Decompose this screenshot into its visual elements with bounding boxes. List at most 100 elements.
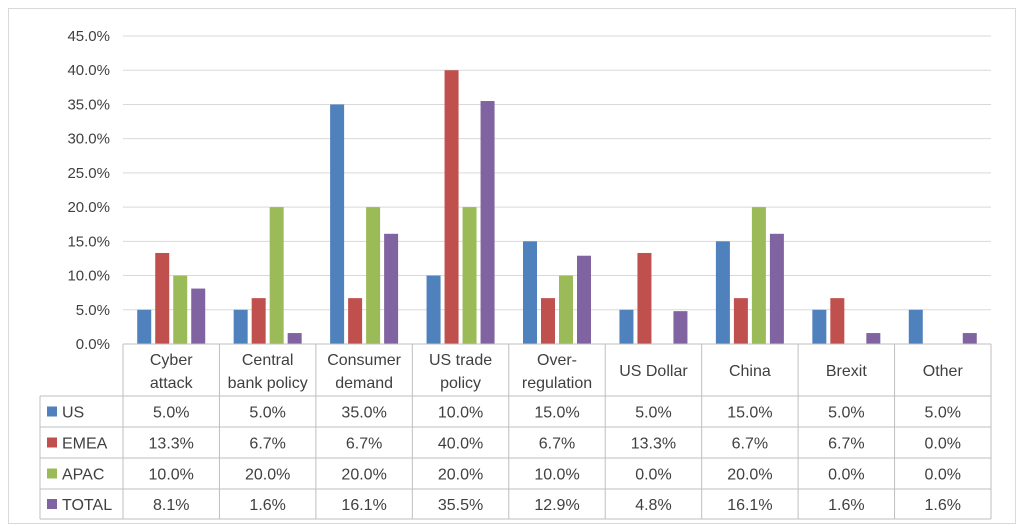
- bar-total: [287, 333, 302, 344]
- data-table-value: 0.0%: [635, 467, 671, 484]
- chart-frame: 0.0% 5.0% 10.0% 15.0% 20.0% 25.0% 30.0% 35.0% 40…: [8, 8, 1016, 524]
- data-table-value: 10.0%: [534, 467, 579, 484]
- data-table-value: 12.9%: [534, 497, 579, 514]
- data-table-value: 5.0%: [925, 405, 961, 422]
- category-label: Consumer: [327, 352, 401, 369]
- bar-total: [769, 233, 784, 344]
- category-label: attack: [150, 375, 194, 392]
- bar-apac: [462, 207, 477, 344]
- y-tick-label: 15.0%: [67, 233, 110, 250]
- bar-apac: [366, 207, 381, 344]
- data-table-value: 5.0%: [153, 405, 189, 422]
- legend-label: EMEA: [62, 436, 108, 453]
- data-table-value: 1.6%: [925, 497, 961, 514]
- bar-total: [384, 233, 399, 344]
- bar-us: [137, 309, 152, 344]
- legend-label: APAC: [62, 467, 104, 484]
- category-label: Over-: [537, 352, 577, 369]
- legend-key-emea: [47, 437, 57, 448]
- bar-emea: [637, 252, 652, 344]
- bar-us: [523, 241, 537, 344]
- y-tick-label: 35.0%: [67, 96, 110, 113]
- category-label: US trade: [429, 352, 492, 369]
- bar-us: [330, 104, 345, 344]
- bar-us: [619, 309, 634, 344]
- bar-emea: [444, 70, 459, 344]
- bar-total: [577, 255, 591, 344]
- y-tick-label: 30.0%: [67, 131, 110, 148]
- data-table-value: 8.1%: [153, 497, 189, 514]
- bar-emea: [733, 298, 748, 344]
- data-table-value: 5.0%: [635, 405, 671, 422]
- bar-emea: [348, 298, 363, 344]
- bar-emea: [155, 252, 170, 344]
- y-tick-label: 5.0%: [76, 302, 110, 319]
- data-table-value: 15.0%: [727, 405, 772, 422]
- data-table-value: 6.7%: [249, 436, 285, 453]
- data-table-value: 0.0%: [828, 467, 864, 484]
- legend-label: TOTAL: [62, 497, 112, 514]
- bar-total: [191, 288, 206, 344]
- bar-apac: [559, 275, 573, 344]
- category-label: Central: [242, 352, 294, 369]
- data-table-value: 6.7%: [732, 436, 768, 453]
- data-table-value: 15.0%: [534, 405, 579, 422]
- y-tick-label: 20.0%: [67, 199, 110, 216]
- y-tick-label: 40.0%: [67, 62, 110, 79]
- data-table-value: 40.0%: [438, 436, 483, 453]
- legend-key-us: [47, 406, 57, 417]
- category-label: US Dollar: [619, 363, 688, 380]
- data-table-value: 35.5%: [438, 497, 483, 514]
- bar-total: [673, 311, 688, 344]
- bar-total: [962, 333, 977, 344]
- data-table-value: 6.7%: [346, 436, 382, 453]
- data-table-value: 20.0%: [438, 467, 483, 484]
- bar-apac: [173, 275, 188, 344]
- data-table-value: 5.0%: [828, 405, 864, 422]
- data-table-value: 0.0%: [925, 436, 961, 453]
- bar-us: [812, 309, 827, 344]
- category-label: Cyber: [150, 352, 193, 369]
- data-table-value: 20.0%: [727, 467, 772, 484]
- data-table-value: 6.7%: [828, 436, 864, 453]
- legend-label: US: [62, 405, 84, 422]
- bar-total: [480, 101, 495, 345]
- data-table-value: 1.6%: [828, 497, 864, 514]
- data-table-value: 13.3%: [631, 436, 676, 453]
- category-label: policy: [440, 375, 481, 392]
- category-label: demand: [335, 375, 393, 392]
- bar-emea: [251, 298, 266, 344]
- y-tick-label: 45.0%: [67, 28, 110, 45]
- data-table-value: 5.0%: [249, 405, 285, 422]
- legend-key-apac: [47, 468, 57, 479]
- category-label: Other: [923, 363, 964, 380]
- data-table-value: 16.1%: [727, 497, 772, 514]
- bar-chart-with-data-table: 0.0% 5.0% 10.0% 15.0% 20.0% 25.0% 30.0% 35.0% 40…: [39, 28, 992, 520]
- data-table-value: 1.6%: [249, 497, 285, 514]
- category-label: regulation: [522, 375, 592, 392]
- category-label: China: [729, 363, 771, 380]
- y-tick-label: 10.0%: [67, 268, 110, 285]
- bar-us: [908, 309, 923, 344]
- data-table-value: 4.8%: [635, 497, 671, 514]
- data-table-value: 0.0%: [925, 467, 961, 484]
- y-tick-label: 0.0%: [76, 336, 110, 353]
- data-table-value: 10.0%: [149, 467, 194, 484]
- bar-us: [233, 309, 248, 344]
- bar-emea: [830, 298, 845, 344]
- data-table-value: 16.1%: [341, 497, 386, 514]
- data-table-value: 20.0%: [245, 467, 290, 484]
- data-table-value: 13.3%: [149, 436, 194, 453]
- bar-us: [715, 241, 730, 344]
- data-table-value: 10.0%: [438, 405, 483, 422]
- bar-apac: [269, 207, 284, 344]
- bar-apac: [751, 207, 766, 344]
- legend-key-total: [47, 499, 57, 509]
- data-table-value: 6.7%: [539, 436, 575, 453]
- category-label: Brexit: [826, 363, 867, 380]
- bar-emea: [541, 298, 555, 344]
- data-table-value: 20.0%: [341, 467, 386, 484]
- bar-total: [866, 333, 881, 344]
- bar-us: [426, 275, 441, 344]
- y-tick-label: 25.0%: [67, 165, 110, 182]
